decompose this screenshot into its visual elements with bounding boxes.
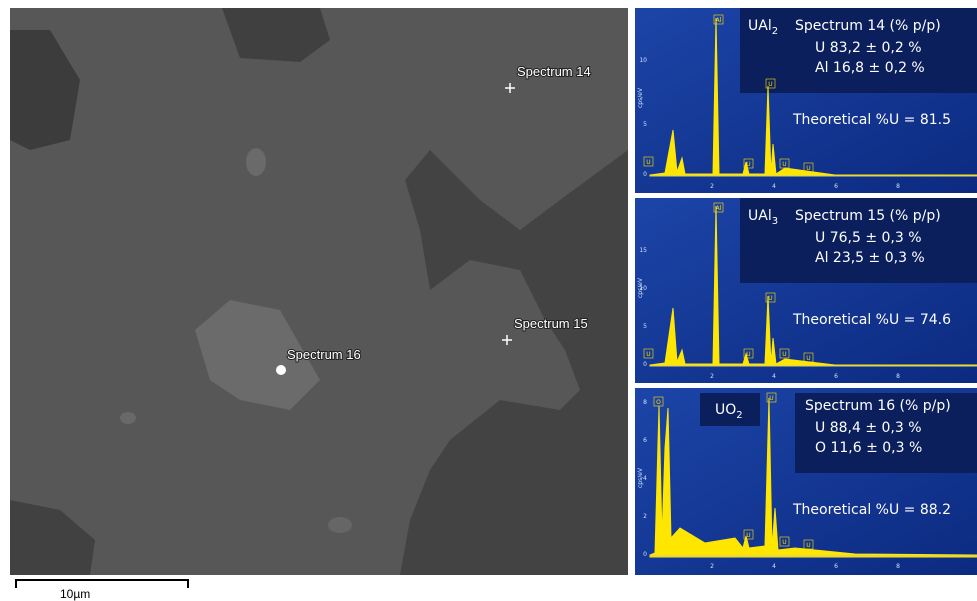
phase-base: UO bbox=[715, 402, 736, 418]
y-tick-label: 6 bbox=[643, 437, 647, 444]
spectrum-title: Spectrum 15 (% p/p) bbox=[795, 208, 941, 224]
theoretical: Theoretical %U = 88.2 bbox=[792, 502, 951, 518]
scale-bar bbox=[16, 580, 188, 588]
sem-image bbox=[10, 8, 628, 575]
peak-label: U bbox=[769, 395, 773, 402]
spectrum-title: Spectrum 14 (% p/p) bbox=[795, 18, 941, 34]
x-tick-label: 8 bbox=[896, 563, 900, 570]
y-tick-label: 8 bbox=[643, 399, 647, 406]
peak-label: U bbox=[746, 351, 750, 358]
y-tick-label: 5 bbox=[643, 323, 647, 330]
axis-label: cps/eV bbox=[637, 87, 644, 108]
scale-bar-label: 10µm bbox=[60, 587, 90, 601]
y-tick-label: 0 bbox=[643, 551, 647, 558]
spectrum-label: Spectrum 14 bbox=[517, 64, 591, 79]
peak-label: Al bbox=[716, 205, 722, 212]
peak-label: U bbox=[806, 355, 810, 362]
phase-sub: 3 bbox=[772, 216, 778, 227]
theoretical: Theoretical %U = 74.6 bbox=[792, 312, 951, 328]
composition-row: U 88,4 ± 0,3 % bbox=[815, 420, 922, 436]
x-tick-label: 2 bbox=[710, 183, 714, 190]
y-tick-label: 15 bbox=[639, 247, 647, 254]
x-tick-label: 4 bbox=[772, 563, 776, 570]
peak-label: U bbox=[768, 295, 772, 302]
y-tick-label: 4 bbox=[643, 475, 647, 482]
peak-label: Al bbox=[716, 17, 722, 24]
composition-row: O 11,6 ± 0,3 % bbox=[815, 440, 922, 456]
peak-label: U bbox=[746, 161, 750, 168]
y-tick-label: 2 bbox=[643, 513, 647, 520]
x-tick-label: 4 bbox=[772, 183, 776, 190]
x-tick-label: 8 bbox=[896, 183, 900, 190]
peak-label: U bbox=[806, 165, 810, 172]
composition-row: U 83,2 ± 0,2 % bbox=[815, 40, 922, 56]
spectrum-title: Spectrum 16 (% p/p) bbox=[805, 398, 951, 414]
phase-sub: 2 bbox=[736, 410, 742, 421]
y-tick-label: 10 bbox=[639, 285, 647, 292]
spectrum-label: Spectrum 16 bbox=[287, 347, 361, 362]
peak-label: U bbox=[782, 539, 786, 546]
x-tick-label: 6 bbox=[834, 183, 838, 190]
y-tick-label: 0 bbox=[643, 171, 647, 178]
y-tick-label: 0 bbox=[643, 361, 647, 368]
peak-label: U bbox=[646, 159, 650, 166]
composition-row: U 76,5 ± 0,3 % bbox=[815, 230, 922, 246]
peak-label: U bbox=[646, 351, 650, 358]
phase-base: UAl bbox=[748, 18, 772, 34]
x-tick-label: 4 bbox=[772, 373, 776, 380]
composition-row: Al 16,8 ± 0,2 % bbox=[815, 60, 925, 76]
peak-label: U bbox=[746, 532, 750, 539]
figure: Spectrum 14 Spectrum 15 Spectrum 16 10µm… bbox=[0, 0, 977, 601]
spectrum-label: Spectrum 15 bbox=[514, 316, 588, 331]
peak-label: U bbox=[768, 81, 772, 88]
composition-row: Al 23,5 ± 0,3 % bbox=[815, 250, 925, 266]
x-tick-label: 2 bbox=[710, 373, 714, 380]
x-tick-label: 8 bbox=[896, 373, 900, 380]
peak-label: O bbox=[656, 399, 661, 406]
x-tick-label: 6 bbox=[834, 563, 838, 570]
y-tick-label: 5 bbox=[643, 121, 647, 128]
theoretical: Theoretical %U = 81.5 bbox=[792, 112, 951, 128]
marker bbox=[276, 365, 286, 375]
phase-base: UAl bbox=[748, 208, 772, 224]
peak-label: U bbox=[806, 542, 810, 549]
peak-label: U bbox=[782, 351, 786, 358]
phase-sub: 2 bbox=[772, 26, 778, 37]
x-tick-label: 6 bbox=[834, 373, 838, 380]
x-tick-label: 2 bbox=[710, 563, 714, 570]
y-tick-label: 10 bbox=[639, 57, 647, 64]
peak-label: U bbox=[782, 161, 786, 168]
